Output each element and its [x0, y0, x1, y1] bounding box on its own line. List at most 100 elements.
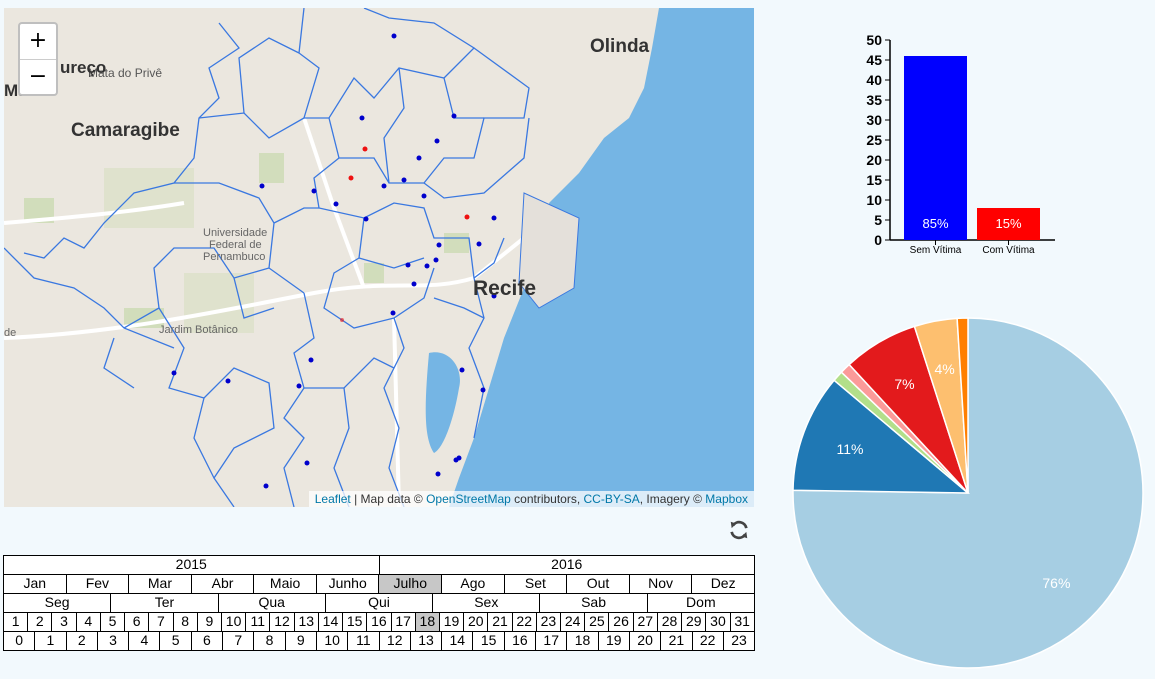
hour-cell-23[interactable]: 23	[722, 631, 756, 651]
weekday-cell-sab[interactable]: Sab	[539, 593, 648, 613]
hour-cell-8[interactable]: 8	[253, 631, 286, 651]
day-cell-7[interactable]: 7	[148, 612, 174, 632]
day-cell-14[interactable]: 14	[317, 612, 344, 632]
day-cell-2[interactable]: 2	[27, 612, 53, 632]
hour-cell-5[interactable]: 5	[159, 631, 192, 651]
day-cell-13[interactable]: 13	[293, 612, 319, 632]
bar-0[interactable]	[904, 56, 967, 240]
hour-cell-1[interactable]: 1	[34, 631, 67, 651]
day-cell-9[interactable]: 9	[196, 612, 222, 632]
hour-cell-3[interactable]: 3	[96, 631, 130, 651]
month-cell-junho[interactable]: Junho	[315, 574, 380, 594]
day-cell-1[interactable]: 1	[3, 612, 29, 632]
pie-slice-1[interactable]	[792, 379, 971, 494]
day-cell-8[interactable]: 8	[172, 612, 198, 632]
hour-cell-19[interactable]: 19	[597, 631, 630, 651]
leaflet-link[interactable]: Leaflet	[314, 492, 351, 506]
day-cell-22[interactable]: 22	[511, 612, 537, 632]
y-tick-label: 30	[866, 112, 882, 128]
day-row: 1 2 3 4 5 6 7 8 9 10 11 12 13 14 15 16 17 18 19 20 21 22 23 24 2…	[3, 612, 755, 632]
hour-cell-15[interactable]: 15	[472, 631, 505, 651]
year-cell-2015[interactable]: 2015	[3, 555, 380, 575]
hour-cell-16[interactable]: 16	[503, 631, 537, 651]
license-link[interactable]: CC-BY-SA	[583, 492, 640, 506]
hour-cell-12[interactable]: 12	[378, 631, 411, 651]
day-cell-26[interactable]: 26	[608, 612, 634, 632]
day-cell-21[interactable]: 21	[487, 612, 513, 632]
hour-cell-21[interactable]: 21	[660, 631, 693, 651]
year-row: 2015 2016	[3, 555, 755, 575]
mapbox-link[interactable]: Mapbox	[705, 492, 748, 506]
month-cell-dez[interactable]: Dez	[691, 574, 755, 594]
hour-cell-7[interactable]: 7	[222, 631, 255, 651]
x-tick-label: Com Vítima	[982, 245, 1035, 256]
month-cell-nov[interactable]: Nov	[628, 574, 693, 594]
day-cell-24[interactable]: 24	[560, 612, 586, 632]
zoom-out-button[interactable]: −	[20, 59, 56, 95]
hour-cell-13[interactable]: 13	[409, 631, 443, 651]
y-tick-label: 35	[866, 92, 882, 108]
hour-cell-20[interactable]: 20	[628, 631, 662, 651]
map-label-universidade-1: Universidade	[203, 227, 268, 239]
hour-cell-6[interactable]: 6	[190, 631, 224, 651]
hour-cell-9[interactable]: 9	[284, 631, 317, 651]
day-cell-23[interactable]: 23	[535, 612, 562, 632]
map-attribution: Leaflet | Map data © OpenStreetMap contr…	[308, 491, 754, 507]
pie-slice-0[interactable]	[792, 317, 1144, 669]
weekday-cell-ter[interactable]: Ter	[110, 593, 219, 613]
day-cell-27[interactable]: 27	[632, 612, 658, 632]
month-cell-out[interactable]: Out	[566, 574, 630, 594]
weekday-cell-qui[interactable]: Qui	[324, 593, 434, 613]
month-cell-julho[interactable]: Julho	[378, 574, 443, 594]
day-cell-19[interactable]: 19	[438, 612, 465, 632]
hour-cell-0[interactable]: 0	[3, 631, 36, 651]
weekday-cell-sex[interactable]: Sex	[432, 593, 541, 613]
hour-cell-22[interactable]: 22	[691, 631, 724, 651]
day-cell-30[interactable]: 30	[705, 612, 731, 632]
month-cell-mar[interactable]: Mar	[128, 574, 192, 594]
month-cell-set[interactable]: Set	[503, 574, 568, 594]
weekday-cell-dom[interactable]: Dom	[646, 593, 755, 613]
day-cell-29[interactable]: 29	[681, 612, 707, 632]
bar-1[interactable]	[977, 208, 1040, 240]
month-cell-maio[interactable]: Maio	[253, 574, 317, 594]
openstreetmap-link[interactable]: OpenStreetMap	[426, 492, 511, 506]
hour-cell-11[interactable]: 11	[347, 631, 380, 651]
day-cell-4[interactable]: 4	[75, 612, 101, 632]
weekday-row: Seg Ter Qua Qui Sex Sab Dom	[3, 593, 755, 613]
day-cell-17[interactable]: 17	[390, 612, 416, 632]
zoom-in-button[interactable]: +	[28, 28, 48, 53]
hour-cell-4[interactable]: 4	[128, 631, 161, 651]
day-cell-5[interactable]: 5	[99, 612, 126, 632]
day-cell-12[interactable]: 12	[269, 612, 295, 632]
day-cell-3[interactable]: 3	[51, 612, 77, 632]
month-cell-jan[interactable]: Jan	[3, 574, 67, 594]
map-label-universidade-3: Pernambuco	[203, 251, 266, 263]
day-cell-28[interactable]: 28	[656, 612, 683, 632]
day-cell-16[interactable]: 16	[366, 612, 392, 632]
day-cell-15[interactable]: 15	[342, 612, 368, 632]
day-cell-20[interactable]: 20	[463, 612, 489, 632]
day-cell-11[interactable]: 11	[245, 612, 271, 632]
hour-cell-2[interactable]: 2	[65, 631, 98, 651]
refresh-icon[interactable]	[728, 519, 750, 541]
hour-cell-14[interactable]: 14	[441, 631, 474, 651]
year-cell-2016[interactable]: 2016	[378, 555, 755, 575]
day-cell-10[interactable]: 10	[220, 612, 247, 632]
day-cell-6[interactable]: 6	[124, 612, 150, 632]
pie-slice-6[interactable]	[956, 317, 969, 494]
hour-cell-18[interactable]: 18	[566, 631, 599, 651]
month-cell-ago[interactable]: Ago	[441, 574, 505, 594]
month-cell-fev[interactable]: Fev	[65, 574, 130, 594]
weekday-cell-qua[interactable]: Qua	[217, 593, 326, 613]
map-view[interactable]: Olinda Camaragibe Recife Mata do Privê U…	[4, 8, 754, 507]
hour-cell-17[interactable]: 17	[535, 631, 568, 651]
day-cell-25[interactable]: 25	[584, 612, 610, 632]
day-cell-18[interactable]: 18	[414, 612, 440, 632]
hour-cell-10[interactable]: 10	[315, 631, 349, 651]
incident-points	[171, 33, 497, 489]
date-filter-calendar: 2015 2016 Jan Fev Mar Abr Maio Junho Julho Ago Se…	[3, 555, 756, 651]
day-cell-31[interactable]: 31	[729, 612, 755, 632]
month-cell-abr[interactable]: Abr	[190, 574, 255, 594]
weekday-cell-seg[interactable]: Seg	[3, 593, 112, 613]
